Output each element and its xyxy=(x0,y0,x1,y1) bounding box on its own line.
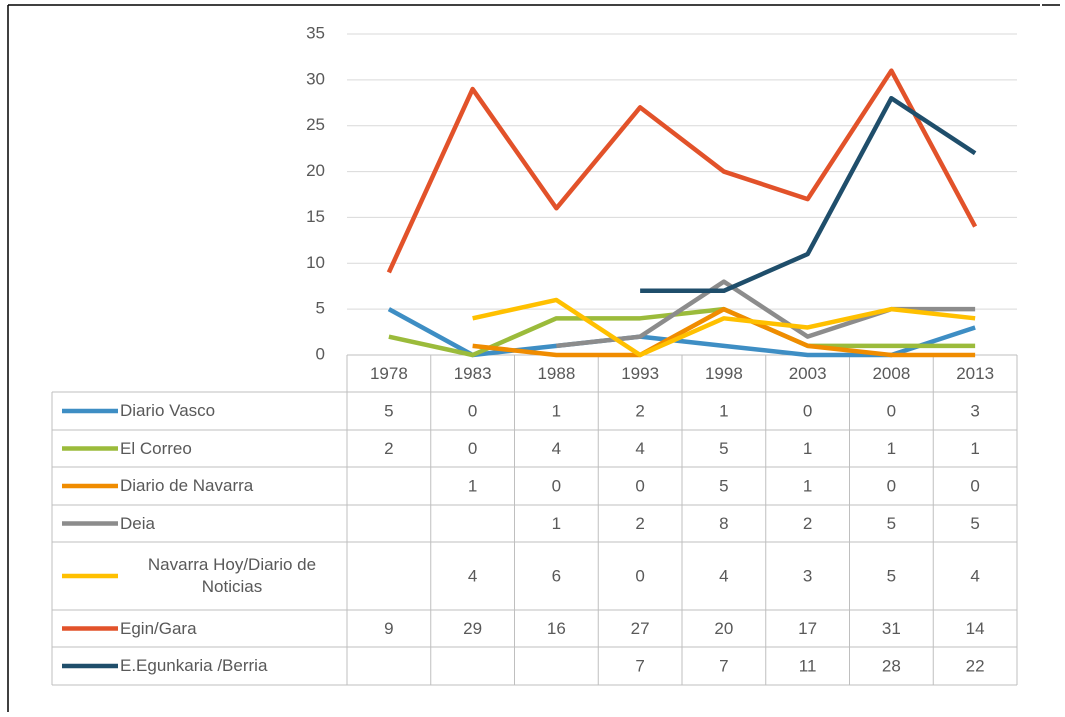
table-value: 0 xyxy=(468,401,477,420)
table-value: 4 xyxy=(468,566,477,585)
legend-text: Deia xyxy=(120,513,155,533)
table-value: 1 xyxy=(719,401,728,420)
table-value: 0 xyxy=(887,476,896,495)
legend-label: Navarra Hoy/Diario de Noticias xyxy=(120,542,344,610)
table-value: 8 xyxy=(719,514,728,533)
legend-label: El Correo xyxy=(120,430,344,467)
table-value: 1 xyxy=(468,476,477,495)
legend-text: Diario Vasco xyxy=(120,401,216,420)
legend-label: Egin/Gara xyxy=(120,610,344,647)
y-tick-label: 15 xyxy=(306,207,325,226)
legend-label-box: El Correo xyxy=(120,430,344,467)
table-value: 9 xyxy=(384,619,393,638)
table-value: 4 xyxy=(635,439,644,458)
table-value: 20 xyxy=(714,619,733,638)
y-tick-label: 0 xyxy=(316,344,325,363)
y-tick-label: 35 xyxy=(306,23,325,42)
legend-label-box: Diario Vasco xyxy=(120,392,344,430)
table-value: 1 xyxy=(887,439,896,458)
table-value: 0 xyxy=(803,401,812,420)
table-value: 1 xyxy=(970,439,979,458)
legend-text: Egin/Gara xyxy=(120,618,197,638)
table-value: 29 xyxy=(463,619,482,638)
table-value: 5 xyxy=(970,514,979,533)
y-tick-label: 5 xyxy=(316,299,325,318)
table-value: 4 xyxy=(552,439,561,458)
table-value: 3 xyxy=(803,566,812,585)
series-line xyxy=(640,95,977,294)
table-value: 2 xyxy=(384,439,393,458)
legend-label-box: Diario de Navarra xyxy=(120,467,344,505)
table-value: 3 xyxy=(970,401,979,420)
table-value: 0 xyxy=(468,439,477,458)
legend-text: E.Egunkaria /Berria xyxy=(120,656,268,675)
table-value: 7 xyxy=(719,656,728,675)
table-value: 28 xyxy=(882,656,901,675)
table-value: 0 xyxy=(552,476,561,495)
table-value: 1 xyxy=(803,439,812,458)
y-tick-label: 25 xyxy=(306,115,325,134)
x-tick-label: 1993 xyxy=(621,364,659,383)
x-tick-label: 2008 xyxy=(872,364,910,383)
legend-label-box: Navarra Hoy/Diario de Noticias xyxy=(120,542,344,610)
table-value: 5 xyxy=(719,476,728,495)
legend-text: El Correo xyxy=(120,438,192,458)
table-value: 27 xyxy=(631,619,650,638)
legend-text: Navarra Hoy/Diario de Noticias xyxy=(147,555,317,596)
legend-label: Diario de Navarra xyxy=(120,467,344,505)
series-line xyxy=(472,297,976,358)
table-value: 0 xyxy=(970,476,979,495)
y-tick-label: 30 xyxy=(306,69,325,88)
table-value: 11 xyxy=(799,656,817,675)
table-value: 5 xyxy=(887,566,896,585)
table-value: 2 xyxy=(803,514,812,533)
series-line xyxy=(556,279,976,349)
x-tick-label: 1988 xyxy=(537,364,575,383)
table-value: 0 xyxy=(635,476,644,495)
legend-label: Deia xyxy=(120,505,344,542)
table-value: 5 xyxy=(384,401,393,420)
table-value: 5 xyxy=(887,514,896,533)
table-value: 16 xyxy=(547,619,566,638)
x-tick-label: 1978 xyxy=(370,364,408,383)
x-tick-label: 2013 xyxy=(956,364,994,383)
legend-label: Diario Vasco xyxy=(120,392,344,430)
table-value: 0 xyxy=(887,401,896,420)
legend-label: E.Egunkaria /Berria xyxy=(120,647,344,685)
table-value: 22 xyxy=(966,656,985,675)
legend-text: Diario de Navarra xyxy=(120,476,254,495)
series-line xyxy=(386,68,978,274)
table-value: 1 xyxy=(552,514,561,533)
y-tick-label: 10 xyxy=(306,253,325,272)
series-line xyxy=(472,306,976,358)
table-value: 4 xyxy=(719,566,728,585)
legend-label-box: E.Egunkaria /Berria xyxy=(120,647,344,685)
table-value: 1 xyxy=(552,401,561,420)
x-tick-label: 1983 xyxy=(454,364,492,383)
table-value: 17 xyxy=(798,619,817,638)
table-value: 7 xyxy=(635,656,644,675)
table-value: 2 xyxy=(635,514,644,533)
table-value: 4 xyxy=(970,566,979,585)
table-value: 1 xyxy=(803,476,812,495)
x-tick-label: 2003 xyxy=(789,364,827,383)
table-value: 0 xyxy=(635,566,644,585)
frame xyxy=(7,4,1060,712)
table-value: 31 xyxy=(882,619,901,638)
table-value: 5 xyxy=(719,439,728,458)
table-value: 6 xyxy=(552,566,561,585)
legend-label-box: Deia xyxy=(120,505,344,542)
table-value: 14 xyxy=(966,619,985,638)
legend-label-box: Egin/Gara xyxy=(120,610,344,647)
x-tick-label: 1998 xyxy=(705,364,743,383)
table-value: 2 xyxy=(635,401,644,420)
y-tick-label: 20 xyxy=(306,161,325,180)
